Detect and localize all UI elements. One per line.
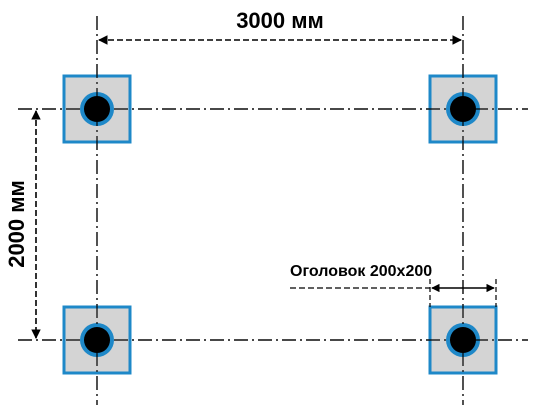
dimension-horizontal: 3000 мм xyxy=(98,8,462,45)
dimension-vertical: 2000 мм xyxy=(4,110,41,339)
dimension-label-vertical: 2000 мм xyxy=(4,180,29,268)
axis-lines-overlay xyxy=(18,16,528,405)
dimension-label-horizontal: 3000 мм xyxy=(236,8,324,33)
dimension-cap: Оголовок 200x200 xyxy=(290,263,497,307)
cap-label: Оголовок 200x200 xyxy=(290,263,432,280)
